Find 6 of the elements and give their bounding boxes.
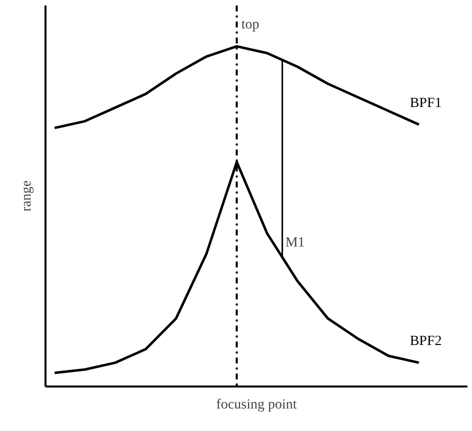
- series-label: BPF2: [410, 334, 442, 350]
- y-axis-title: range: [20, 180, 34, 212]
- x-axis-title: focusing point: [216, 398, 297, 412]
- series-label: BPF1: [410, 96, 442, 111]
- text: top: [241, 18, 260, 33]
- annotation: M1: [285, 235, 305, 250]
